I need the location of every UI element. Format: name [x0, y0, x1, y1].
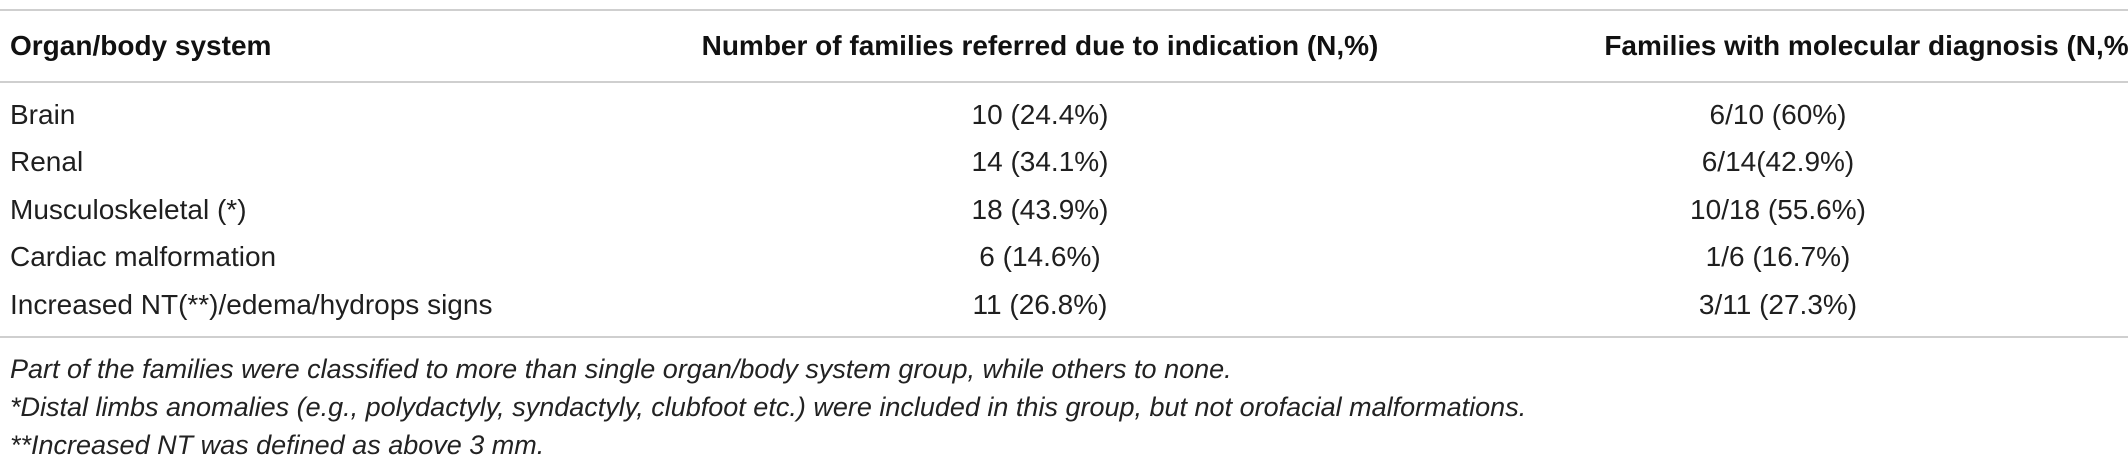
cell-organ-system: Cardiac malformation — [10, 241, 277, 273]
cell-families-referred: 6 (14.6%) — [979, 241, 1101, 273]
table-row: Brain 10 (24.4%) 6/10 (60%) — [0, 82, 2128, 138]
footnote-increased-nt: **Increased NT was defined as above 3 mm… — [10, 430, 545, 460]
cell-organ-system: Musculoskeletal (*) — [10, 193, 247, 225]
data-table: Organ/body system Number of families ref… — [0, 11, 2128, 336]
cell-molecular-diagnosis: 10/18 (55.6%) — [1690, 193, 1866, 225]
cell-families-referred: 18 (43.9%) — [971, 193, 1109, 225]
footnote-distal-limbs: *Distal limbs anomalies (e.g., polydacty… — [10, 392, 1527, 422]
table-row: Renal 14 (34.1%) 6/14(42.9%) — [0, 138, 2128, 185]
cell-organ-system: Brain — [10, 99, 76, 130]
table-footnotes: Part of the families were classified to … — [10, 350, 1526, 464]
table-row: Musculoskeletal (*) 18 (43.9%) 10/18 (55… — [0, 186, 2128, 233]
footnote-classification: Part of the families were classified to … — [10, 354, 1232, 384]
cell-molecular-diagnosis: 6/10 (60%) — [1709, 99, 1847, 130]
cell-organ-system: Increased NT(**)/edema/hydrops signs — [10, 288, 493, 320]
table-bottom-rule — [0, 336, 2128, 339]
header-molecular-diagnosis: Families with molecular diagnosis (N,%) — [1604, 30, 2128, 61]
header-families-referred: Number of families referred due to indic… — [701, 30, 1379, 61]
cell-families-referred: 11 (26.8%) — [972, 288, 1108, 320]
table-row: Cardiac malformation 6 (14.6%) 1/6 (16.7… — [0, 233, 2128, 280]
cell-families-referred: 14 (34.1%) — [971, 146, 1109, 178]
table-top-rule — [0, 9, 2128, 11]
cell-molecular-diagnosis: 1/6 (16.7%) — [1705, 241, 1851, 273]
data-table-container: Organ/body system Number of families ref… — [0, 9, 2128, 339]
cell-organ-system: Renal — [10, 146, 84, 178]
table-header-row: Organ/body system Number of families ref… — [0, 11, 2128, 82]
cell-molecular-diagnosis: 6/14(42.9%) — [1701, 146, 1855, 178]
header-organ-body-system: Organ/body system — [10, 30, 272, 61]
table-row: Increased NT(**)/edema/hydrops signs 11 … — [0, 281, 2128, 336]
cell-molecular-diagnosis: 3/11 (27.3%) — [1698, 288, 1858, 320]
cell-families-referred: 10 (24.4%) — [971, 99, 1109, 130]
